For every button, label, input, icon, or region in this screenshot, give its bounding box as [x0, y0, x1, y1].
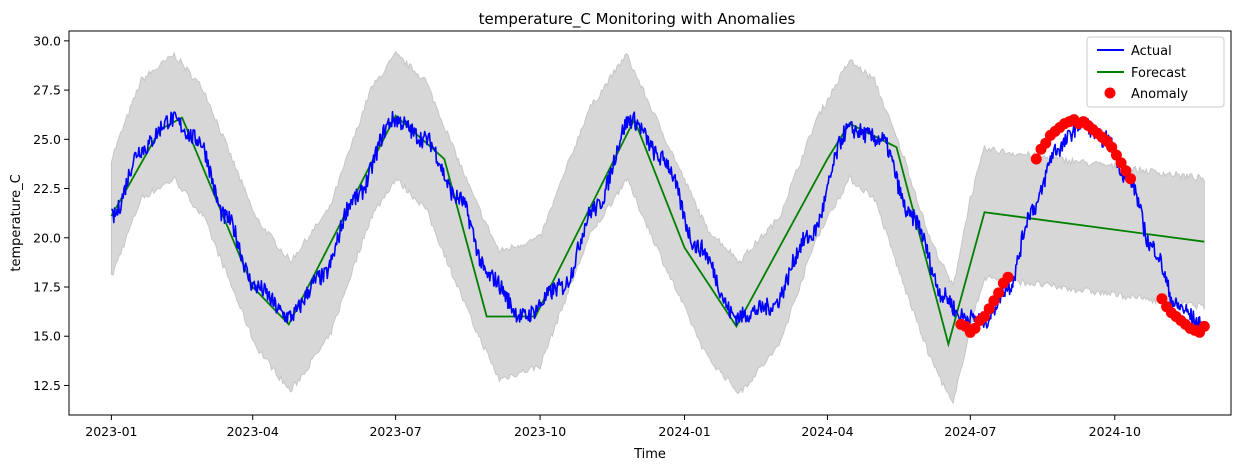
chart-title: temperature_C Monitoring with Anomalies	[479, 10, 796, 29]
anomaly-point	[983, 303, 995, 315]
confidence-band-area	[110, 50, 1205, 405]
anomaly-point	[1115, 157, 1127, 169]
anomaly-point	[1156, 293, 1168, 305]
y-tick-label: 17.5	[33, 280, 61, 295]
anomaly-point	[993, 287, 1005, 299]
anomaly-point	[1125, 173, 1136, 185]
x-tick-label: 2023-04	[227, 424, 279, 439]
anomaly-point	[1198, 320, 1210, 332]
actual-series	[111, 110, 1206, 335]
legend-anomaly-label: Anomaly	[1131, 87, 1188, 102]
plot-frame	[68, 30, 1232, 416]
x-tick-label: 2024-04	[801, 424, 853, 439]
legend-anomaly-swatch	[1104, 87, 1116, 99]
y-tick-label: 22.5	[33, 181, 61, 196]
y-tick-label: 15.0	[33, 329, 61, 344]
actual-line	[111, 110, 1206, 335]
anomaly-point	[1030, 153, 1042, 165]
x-tick-label: 2024-10	[1089, 424, 1141, 439]
x-axis-label: Time	[633, 447, 666, 462]
legend: Actual Forecast Anomaly	[1086, 36, 1225, 108]
y-tick-label: 20.0	[33, 230, 61, 245]
legend-actual-label: Actual	[1131, 44, 1172, 59]
y-tick-label: 25.0	[33, 132, 61, 147]
anomaly-point	[1106, 141, 1118, 153]
anomaly-point	[1120, 165, 1132, 177]
x-tick-label: 2023-07	[369, 424, 421, 439]
y-tick-label: 30.0	[33, 33, 61, 48]
y-tick-label: 27.5	[33, 83, 61, 98]
y-tick-label: 12.5	[33, 378, 61, 393]
x-tick-label: 2023-10	[514, 424, 566, 439]
anomaly-point	[969, 322, 981, 334]
legend-forecast-label: Forecast	[1131, 66, 1186, 81]
x-tick-label: 2024-01	[658, 424, 710, 439]
x-tick-label: 2024-07	[944, 424, 996, 439]
x-tick-label: 2023-01	[85, 424, 137, 439]
confidence-band	[110, 50, 1205, 405]
anomaly-point	[1002, 271, 1014, 283]
legend-box	[1086, 36, 1225, 108]
y-axis-label: temperature_C	[9, 174, 24, 271]
anomaly-series	[955, 114, 1210, 338]
anomaly-point	[988, 295, 1000, 307]
x-axis-ticks: 2023-01 2023-04 2023-07 2023-10 2024-01 2024-…	[85, 415, 1141, 439]
y-axis-ticks: 12.5 15.0 17.5 20.0 22.5 25.0 27.5 30.0	[33, 33, 69, 393]
